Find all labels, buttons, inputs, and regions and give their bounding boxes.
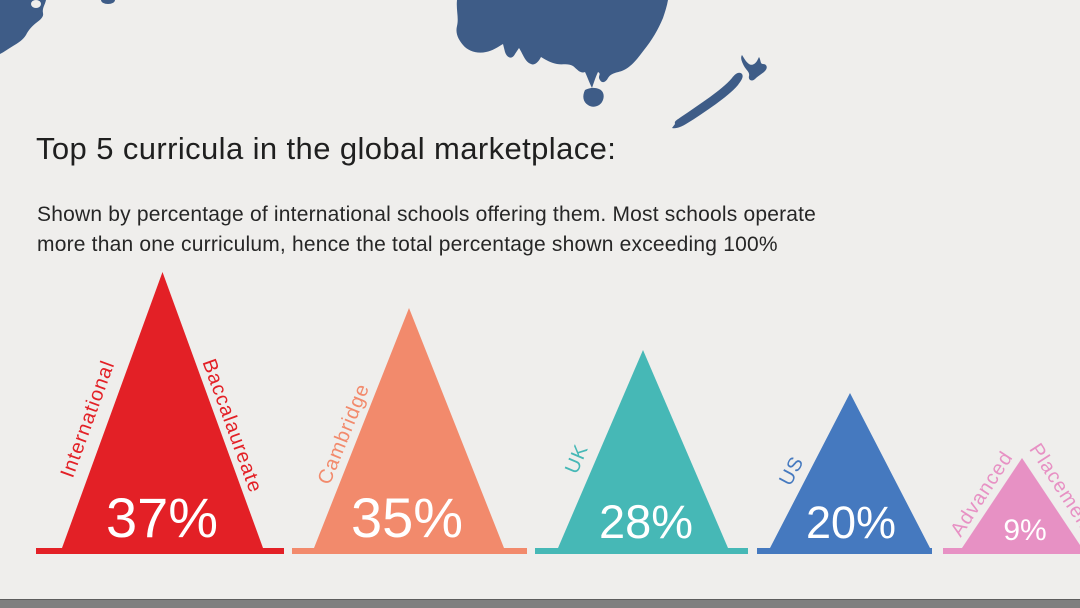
percent-label-us: 20% — [805, 497, 897, 548]
baseline-bar-ap — [943, 548, 1080, 554]
percent-label-uk: 28% — [598, 495, 694, 548]
baseline-bar-us — [757, 548, 932, 554]
page-subtitle-line1: Shown by percentage of international sch… — [37, 203, 817, 226]
page-subtitle: Shown by percentage of international sch… — [37, 200, 816, 260]
new-zealand-south-island-shape — [672, 72, 743, 129]
baseline-bar-uk — [535, 548, 748, 554]
percent-label-ib: 37% — [105, 486, 219, 549]
australia-shape — [456, 0, 668, 88]
tasmania-shape — [583, 87, 604, 107]
new-zealand-north-island-shape — [741, 55, 767, 81]
island-dot — [101, 0, 115, 4]
percent-label-ap: 9% — [1003, 514, 1047, 547]
baseline-bar-ib — [36, 548, 284, 554]
percent-label-cambridge: 35% — [350, 486, 464, 549]
page-subtitle-line2: more than one curriculum, hence the tota… — [37, 233, 778, 256]
window-bottom-edge — [0, 599, 1080, 608]
baseline-bar-cambridge — [292, 548, 527, 554]
coast-notch — [31, 0, 41, 8]
asia-coast-fragment-shape — [0, 0, 46, 54]
page-title: Top 5 curricula in the global marketplac… — [36, 131, 617, 166]
